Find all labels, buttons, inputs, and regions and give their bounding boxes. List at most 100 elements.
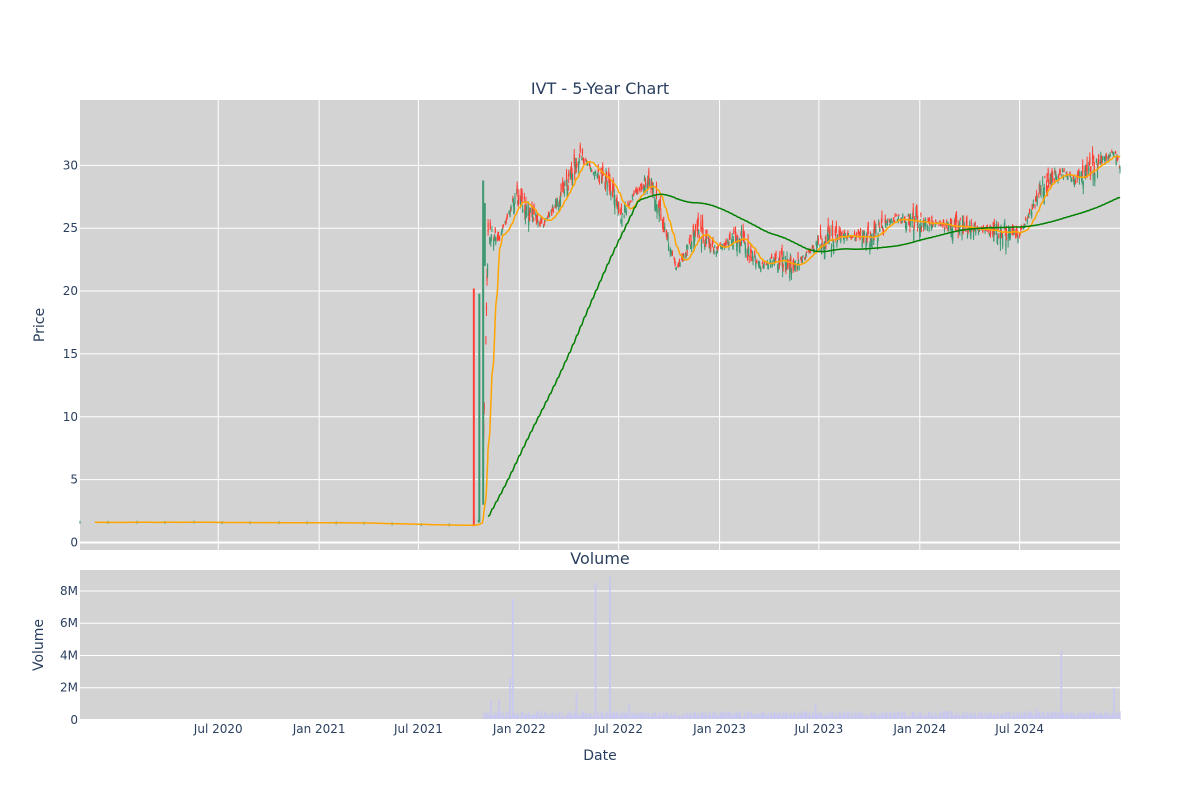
candle-body-down (761, 262, 763, 264)
candle-body-up (592, 173, 595, 175)
candle-body-down (857, 229, 859, 234)
price-tick-label: 10 (63, 410, 78, 424)
candle-body-up (890, 220, 892, 224)
volume-bar (1066, 712, 1068, 720)
candle-body-up (490, 238, 492, 242)
candle-body-up (624, 205, 626, 212)
candle-body-up (596, 174, 598, 177)
candle-body-down (583, 161, 585, 164)
candle-body-up (650, 184, 653, 187)
volume-bar (1094, 712, 1096, 720)
volume-bar (610, 713, 612, 720)
volume-bar (656, 715, 658, 720)
volume-bar (1048, 715, 1050, 720)
volume-bar (606, 711, 608, 720)
candle-body-down (735, 235, 737, 238)
candle-body-down (989, 224, 991, 227)
candle-body-up (614, 199, 616, 208)
candle-body-up (495, 238, 497, 243)
candle-body-down (878, 225, 880, 227)
candle-body-down (681, 257, 683, 261)
candle-body-down (893, 220, 896, 221)
volume-bar (952, 716, 954, 720)
candle-body-up (912, 217, 914, 218)
volume-bar (851, 712, 853, 720)
candle-body-down (674, 262, 676, 266)
price-tick-label: 20 (63, 284, 78, 298)
candle-body-down (1098, 154, 1100, 163)
candle-body-up (877, 237, 879, 239)
candle-body-up (708, 238, 710, 239)
candle-body-down (751, 257, 753, 261)
candle-body-up (670, 251, 672, 254)
volume-bar (967, 714, 969, 720)
candle-body-up (1002, 235, 1004, 246)
candle-body-up (578, 159, 580, 163)
volume-bar (940, 712, 942, 720)
volume-bar (1086, 713, 1088, 720)
candle-body-up (1032, 203, 1034, 207)
volume-bar (641, 711, 643, 720)
candle-body-down (935, 221, 937, 223)
volume-bar (959, 715, 961, 720)
volume-bar (483, 712, 485, 720)
volume-bar (1108, 712, 1111, 720)
candle-body-up (713, 251, 715, 253)
candle-body-up (763, 263, 765, 268)
candle-body-down (577, 163, 579, 166)
candle-body-down (1076, 176, 1078, 180)
candle-body-down (1020, 227, 1022, 230)
candle-body-up (950, 226, 952, 234)
volume-bar (825, 712, 827, 720)
candle-body-down (613, 186, 615, 190)
candle-body-up (802, 255, 804, 257)
volume-bar (710, 715, 712, 720)
candle-body-up (1099, 160, 1101, 165)
volume-bar (902, 712, 904, 720)
candle-body-up (751, 254, 754, 259)
volume-bar (598, 716, 601, 720)
candle-body-down (560, 183, 562, 192)
volume-bar (1098, 714, 1100, 720)
volume-bar (929, 717, 931, 720)
candle-body-up (827, 231, 829, 237)
candle-body-up (1082, 181, 1084, 189)
candle-body-up (757, 261, 760, 266)
candle-body-up (1066, 175, 1068, 179)
volume-bar (568, 711, 570, 720)
candle-body-up (892, 221, 894, 224)
candle-body-down (506, 214, 508, 218)
candle-body-up (652, 187, 654, 192)
candle-body-down (835, 224, 838, 232)
volume-bar (1100, 714, 1102, 720)
candle-body-down (701, 230, 703, 233)
candle-body-down (570, 167, 572, 169)
candle-body-up (961, 234, 963, 236)
volume-bar (963, 714, 965, 720)
candle-body-up (616, 204, 619, 206)
candle-body-down (953, 225, 955, 228)
volume-bar (1032, 714, 1034, 720)
candle-body-down (935, 220, 937, 222)
candle-body-down (579, 145, 581, 152)
candle-body-down (817, 238, 819, 241)
volume-bar (754, 714, 756, 720)
volume-bar (491, 714, 493, 720)
candle-body-down (690, 238, 692, 247)
candle-body-down (702, 234, 704, 243)
candle-body-down (1082, 165, 1084, 173)
candle-body-up (830, 246, 833, 257)
candle-body-up (510, 207, 512, 209)
candle-body-down (1015, 232, 1017, 238)
candle-body-down (1105, 154, 1107, 159)
volume-bar (1028, 711, 1031, 720)
candle-body-up (846, 237, 848, 240)
volume-spike-bar (509, 678, 511, 720)
candle-body-down (524, 207, 526, 215)
candle-body-up (624, 204, 626, 208)
candle-body-down (568, 172, 570, 177)
candle-body-down (729, 235, 731, 240)
volume-bar (1119, 711, 1121, 720)
candle-body-down (966, 220, 968, 224)
volume-bar (648, 717, 650, 720)
